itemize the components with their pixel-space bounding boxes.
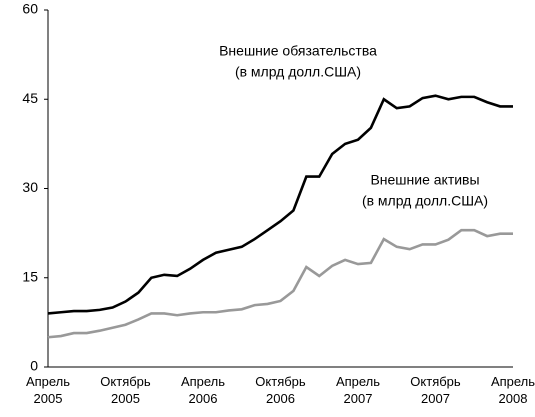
x-tick-label: Апрель 2008 <box>490 374 535 406</box>
series-line <box>47 228 513 339</box>
x-tick-label: Апрель 2006 <box>180 374 226 406</box>
series-line <box>47 94 513 315</box>
y-tick-label: 0 <box>30 358 38 374</box>
y-tick-label: 60 <box>22 1 38 17</box>
series-label: Внешние активы <box>370 172 479 188</box>
x-tick-label: Октябрь 2007 <box>410 374 461 406</box>
y-tick-label: 15 <box>22 268 38 284</box>
y-tick-label: 45 <box>22 90 38 106</box>
y-tick-label: 30 <box>22 179 38 195</box>
x-tick-label: Октябрь 2006 <box>255 374 306 406</box>
x-tick-label: Апрель 2005 <box>25 374 71 406</box>
series-note: (в млрд долл.США) <box>362 193 488 209</box>
x-tick-label: Апрель 2007 <box>335 374 381 406</box>
series-note: (в млрд долл.США) <box>235 64 361 80</box>
series-label: Внешние обязательства <box>219 43 377 59</box>
x-tick-label: Октябрь 2005 <box>100 374 151 406</box>
